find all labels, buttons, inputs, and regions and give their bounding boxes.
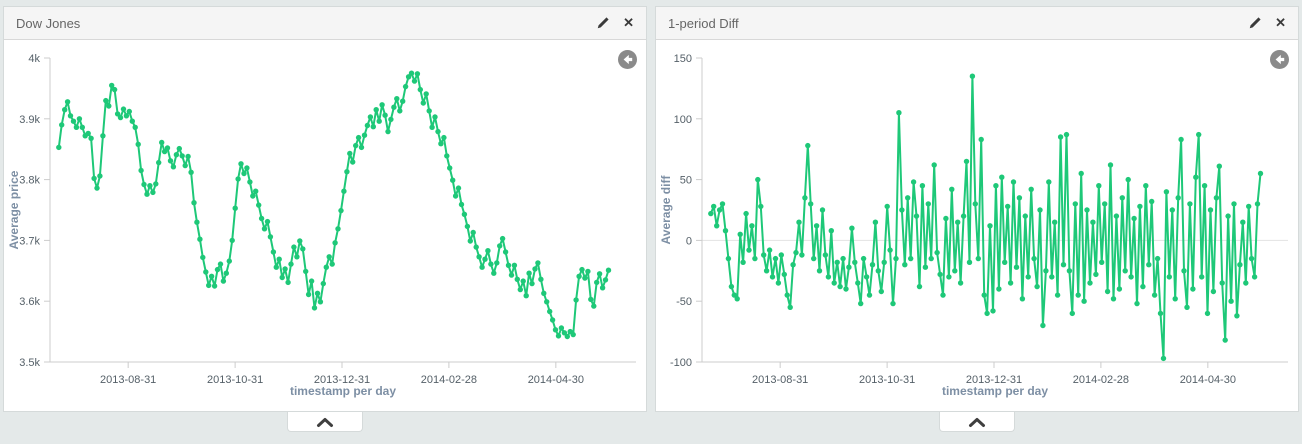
svg-text:150: 150 xyxy=(674,53,692,65)
svg-text:2014-04-30: 2014-04-30 xyxy=(1180,374,1236,386)
x-axis-title: timestamp per day xyxy=(941,384,1049,398)
svg-text:2014-02-28: 2014-02-28 xyxy=(1073,374,1129,386)
chevron-up-icon[interactable] xyxy=(939,412,1015,432)
panel-1-period-diff: 1-period Diff ✕ Average diff 150 100 50 0 -5… xyxy=(655,6,1299,432)
dashboard: Dow Jones ✕ Average price 4k 3.9k 3.8k 3.7k… xyxy=(3,6,1299,432)
svg-text:3.8k: 3.8k xyxy=(19,175,40,187)
close-icon[interactable]: ✕ xyxy=(1275,15,1286,30)
panel-dow-jones: Dow Jones ✕ Average price 4k 3.9k 3.8k 3.7k… xyxy=(3,6,647,432)
svg-text:3.6k: 3.6k xyxy=(19,296,40,308)
panel-header: 1-period Diff ✕ xyxy=(656,7,1298,40)
circle-back-arrow-icon[interactable] xyxy=(618,50,637,69)
svg-text:0: 0 xyxy=(686,235,692,247)
circle-back-arrow-icon[interactable] xyxy=(1270,50,1289,69)
panel-header-actions: ✕ xyxy=(1248,16,1286,30)
pencil-icon[interactable] xyxy=(596,16,610,30)
svg-text:-50: -50 xyxy=(676,296,692,308)
pencil-icon[interactable] xyxy=(1248,16,1262,30)
svg-text:100: 100 xyxy=(674,114,692,126)
chart-area: Average price 4k 3.9k 3.8k 3.7k 3.6k 3.5k 2013… xyxy=(4,40,646,432)
dow-jones-chart[interactable]: 4k 3.9k 3.8k 3.7k 3.6k 3.5k 2013-08-31 2013-10-… xyxy=(4,40,644,390)
svg-text:3.5k: 3.5k xyxy=(19,357,40,369)
svg-text:2014-02-28: 2014-02-28 xyxy=(421,374,477,386)
svg-text:2013-08-31: 2013-08-31 xyxy=(100,374,156,386)
panel-header-actions: ✕ xyxy=(596,16,634,30)
y-axis-title: Average diff xyxy=(659,175,673,245)
svg-text:3.9k: 3.9k xyxy=(19,114,40,126)
panel-header: Dow Jones ✕ xyxy=(4,7,646,40)
svg-text:2013-10-31: 2013-10-31 xyxy=(859,374,915,386)
x-axis-title: timestamp per day xyxy=(289,384,397,398)
panel-title: Dow Jones xyxy=(16,15,81,31)
y-axis-title: Average price xyxy=(7,170,21,250)
panel-title: 1-period Diff xyxy=(668,15,739,31)
chart-area: Average diff 150 100 50 0 -50 -100 2013-08-31 2… xyxy=(656,40,1298,432)
diff-chart[interactable]: 150 100 50 0 -50 -100 2013-08-31 2013-10-31 2013… xyxy=(656,40,1296,390)
svg-text:2013-08-31: 2013-08-31 xyxy=(752,374,808,386)
svg-text:50: 50 xyxy=(680,175,692,187)
close-icon[interactable]: ✕ xyxy=(623,15,634,30)
svg-text:4k: 4k xyxy=(28,53,40,65)
svg-text:2013-12-31: 2013-12-31 xyxy=(314,374,370,386)
chevron-up-icon[interactable] xyxy=(287,412,363,432)
svg-text:2013-10-31: 2013-10-31 xyxy=(207,374,263,386)
svg-text:-100: -100 xyxy=(670,357,692,369)
svg-text:3.7k: 3.7k xyxy=(19,235,40,247)
svg-text:2014-04-30: 2014-04-30 xyxy=(528,374,584,386)
svg-text:2013-12-31: 2013-12-31 xyxy=(966,374,1022,386)
